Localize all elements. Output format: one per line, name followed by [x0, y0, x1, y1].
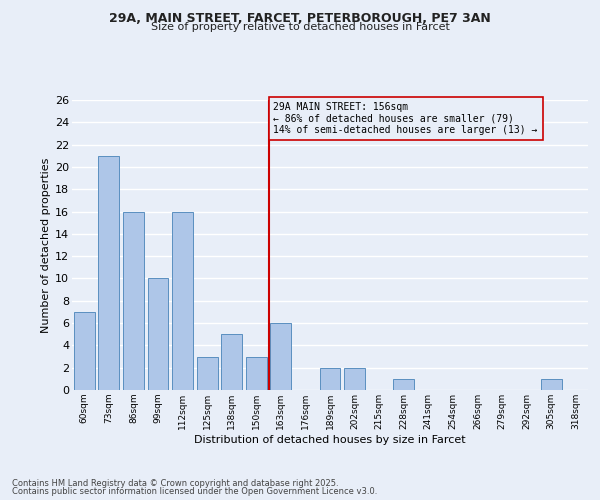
- Bar: [393, 379, 414, 390]
- Text: 29A MAIN STREET: 156sqm
← 86% of detached houses are smaller (79)
14% of semi-de: 29A MAIN STREET: 156sqm ← 86% of detache…: [274, 102, 538, 136]
- Bar: [98, 156, 119, 390]
- Text: Contains public sector information licensed under the Open Government Licence v3: Contains public sector information licen…: [12, 487, 377, 496]
- Text: Size of property relative to detached houses in Farcet: Size of property relative to detached ho…: [151, 22, 449, 32]
- Bar: [221, 334, 242, 390]
- Bar: [172, 212, 193, 390]
- Bar: [74, 312, 95, 390]
- Text: Contains HM Land Registry data © Crown copyright and database right 2025.: Contains HM Land Registry data © Crown c…: [12, 478, 338, 488]
- Bar: [271, 323, 292, 390]
- Bar: [320, 368, 340, 390]
- X-axis label: Distribution of detached houses by size in Farcet: Distribution of detached houses by size …: [194, 434, 466, 444]
- Bar: [197, 356, 218, 390]
- Bar: [123, 212, 144, 390]
- Y-axis label: Number of detached properties: Number of detached properties: [41, 158, 51, 332]
- Bar: [344, 368, 365, 390]
- Bar: [541, 379, 562, 390]
- Bar: [148, 278, 169, 390]
- Bar: [246, 356, 267, 390]
- Text: 29A, MAIN STREET, FARCET, PETERBOROUGH, PE7 3AN: 29A, MAIN STREET, FARCET, PETERBOROUGH, …: [109, 12, 491, 26]
